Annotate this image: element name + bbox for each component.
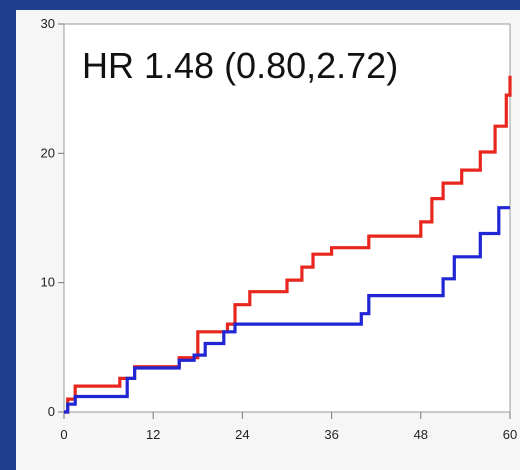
plot-area (63, 23, 511, 413)
series-line-2 (64, 206, 510, 414)
y-tick-label: 30 (41, 16, 55, 31)
x-tick-label: 12 (146, 427, 160, 442)
x-tick-label: 48 (414, 427, 428, 442)
y-tick-label: 20 (41, 145, 55, 160)
y-tick-label: 0 (48, 404, 55, 419)
x-tick-label: 36 (324, 427, 338, 442)
hr-annotation: HR 1.48 (0.80,2.72) (82, 45, 398, 86)
left-border-bar (0, 0, 16, 470)
x-axis: 0 12 24 36 48 60 (60, 412, 517, 442)
y-axis: 0 10 20 30 (41, 16, 64, 419)
x-tick-label: 0 (60, 427, 67, 442)
y-tick-label: 10 (41, 275, 55, 290)
top-border-bar (0, 0, 520, 10)
x-tick-label: 24 (235, 427, 249, 442)
series-group (64, 75, 512, 414)
x-tick-label: 60 (503, 427, 517, 442)
